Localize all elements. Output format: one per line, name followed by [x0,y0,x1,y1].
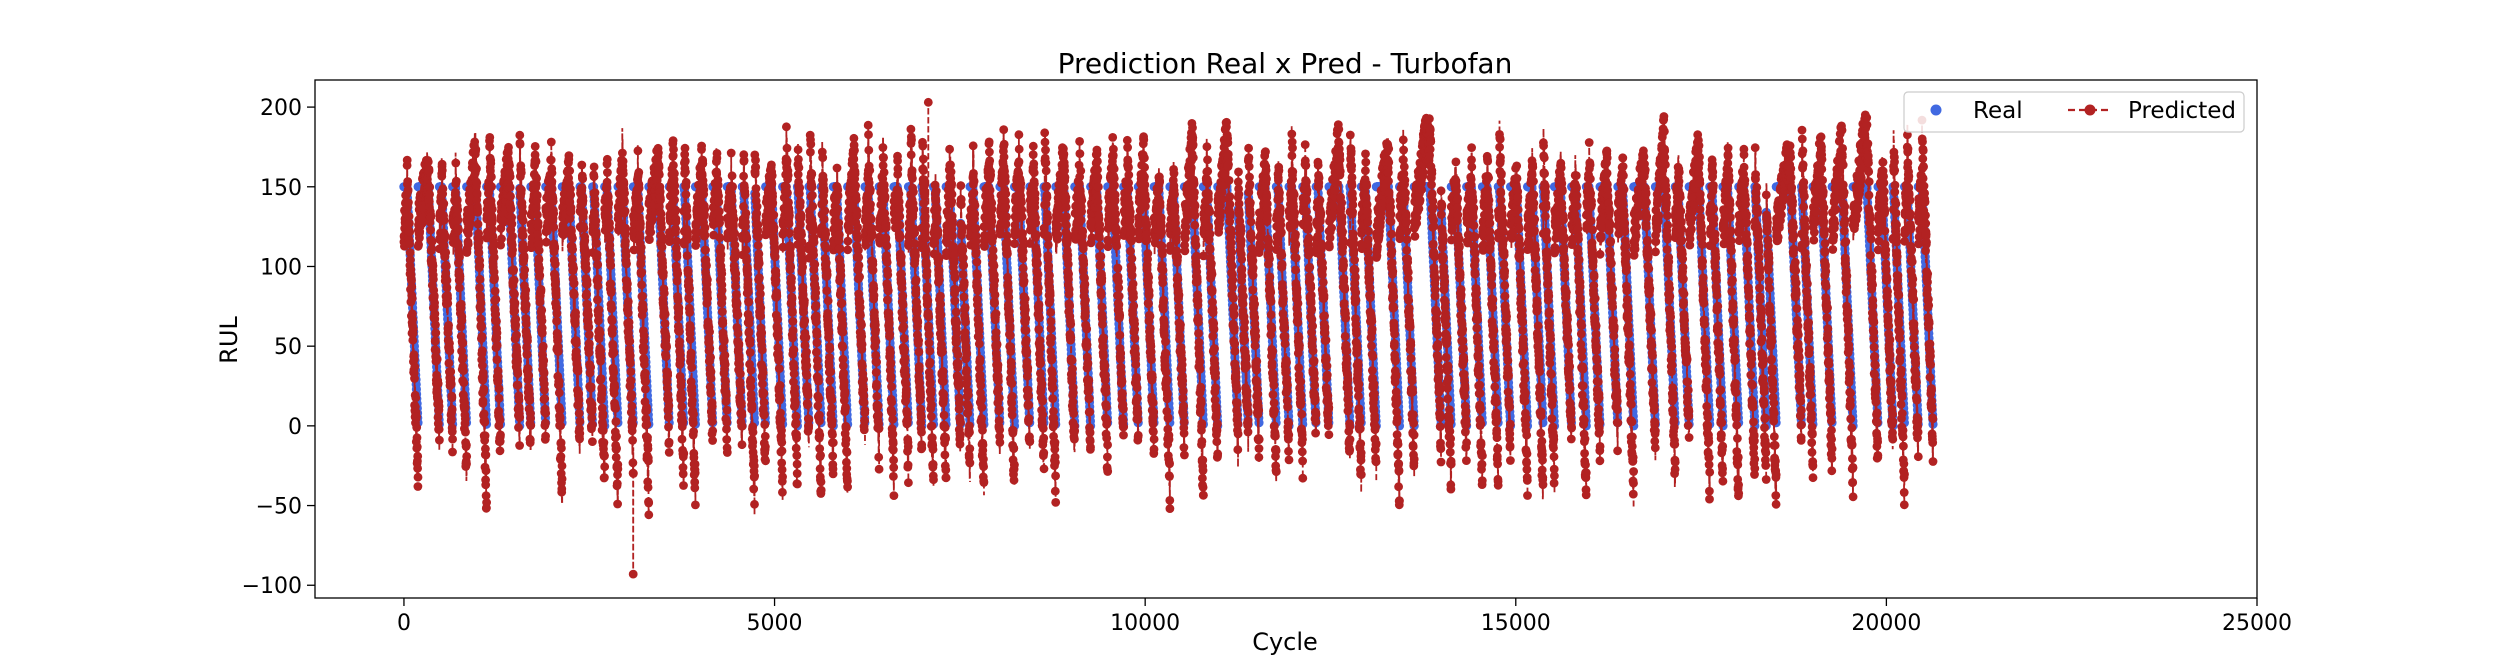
chart-title: Prediction Real x Pred - Turbofan [1058,47,1513,80]
plot-data [399,97,1938,579]
